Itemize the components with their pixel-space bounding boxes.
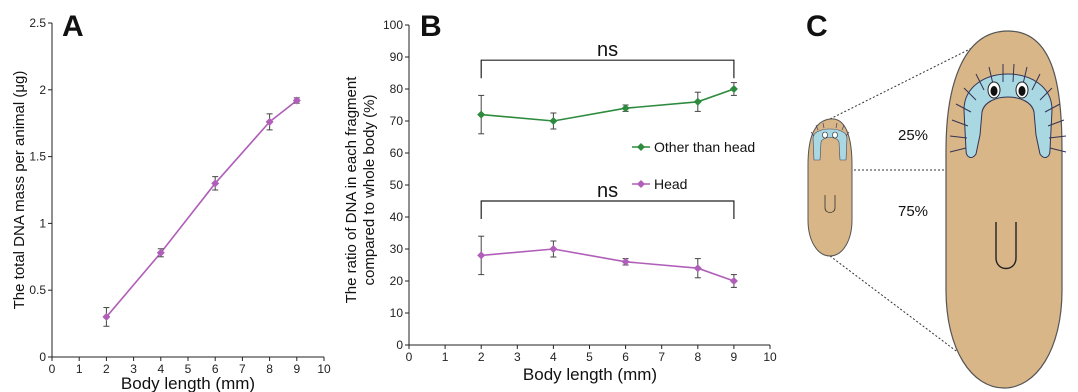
significance-label: ns xyxy=(597,180,618,202)
chart-b-x-ticks: 0 1 2 3 4 5 6 7 8 9 10 xyxy=(406,345,777,364)
y-tick-label: 90 xyxy=(390,50,404,64)
data-point xyxy=(477,110,486,119)
x-tick-label: 1 xyxy=(76,362,83,376)
x-tick-label: 2 xyxy=(478,350,485,364)
y-tick-label: 50 xyxy=(390,178,404,192)
x-tick-label: 3 xyxy=(514,350,521,364)
data-point xyxy=(549,117,558,125)
legend-label: Other than head xyxy=(654,139,755,155)
chart-a: A 0 1 2 3 4 5 6 7 8 9 10 0 0.5 1 1.5 2 2.5 Body length … xyxy=(11,10,331,392)
planarian-illustration: C 25% xyxy=(806,10,1067,389)
chart-b-y-label-line-2: compared to whole body (%) xyxy=(361,95,378,286)
x-tick-label: 6 xyxy=(212,362,219,376)
y-tick-label: 1 xyxy=(39,216,46,230)
series-line xyxy=(481,88,735,122)
legend-marker xyxy=(637,180,645,188)
x-tick-label: 7 xyxy=(239,362,246,376)
x-tick-label: 9 xyxy=(293,362,300,376)
data-point xyxy=(729,277,738,285)
data-point xyxy=(477,251,486,260)
x-tick-label: 0 xyxy=(49,362,56,376)
chart-b: B 0 1 2 3 4 5 6 7 8 9 10 0 10 20 30 40 50 60 70 80 90 100 ns… xyxy=(343,10,777,384)
y-tick-label: 30 xyxy=(390,242,404,256)
y-tick-label: 1.5 xyxy=(29,150,46,164)
x-tick-label: 4 xyxy=(157,362,164,376)
chart-b-y-ticks: 0 10 20 30 40 50 60 70 80 90 100 xyxy=(383,18,409,352)
series-line xyxy=(105,99,298,318)
data-point xyxy=(156,248,165,257)
legend-label: Head xyxy=(654,176,687,192)
chart-b-y-label-line-1: The ratio of DNA in each fragment xyxy=(343,76,360,304)
series-line xyxy=(481,248,735,282)
head-fraction-label: 25% xyxy=(898,127,928,144)
data-point xyxy=(621,104,630,113)
x-tick-label: 5 xyxy=(185,362,192,376)
x-tick-label: 10 xyxy=(317,362,331,376)
chart-b-x-label: Body length (mm) xyxy=(523,365,657,384)
chart-a-y-ticks: 0 0.5 1 1.5 2 2.5 xyxy=(29,16,52,364)
y-tick-label: 0 xyxy=(39,350,46,364)
x-tick-label: 2 xyxy=(103,362,110,376)
y-tick-label: 40 xyxy=(390,210,404,224)
y-tick-label: 60 xyxy=(390,146,404,160)
data-point xyxy=(211,179,220,188)
legend-marker xyxy=(637,143,645,151)
data-point xyxy=(549,245,558,253)
chart-a-axes xyxy=(51,23,324,358)
projection-line-top xyxy=(829,30,1007,120)
chart-a-x-label: Body length (mm) xyxy=(121,374,255,392)
data-point xyxy=(693,97,702,106)
significance-bracket xyxy=(480,200,735,219)
significance-label: ns xyxy=(597,39,618,61)
y-tick-label: 80 xyxy=(390,82,404,96)
data-point xyxy=(693,264,702,273)
panel-label-c: C xyxy=(806,10,828,43)
data-point xyxy=(292,96,301,105)
data-point xyxy=(621,257,630,266)
y-tick-label: 20 xyxy=(390,274,404,288)
chart-a-x-ticks: 0 1 2 3 4 5 6 7 8 9 10 xyxy=(49,357,331,376)
x-tick-label: 4 xyxy=(550,350,557,364)
y-tick-label: 2 xyxy=(39,83,46,97)
data-point xyxy=(265,117,274,126)
y-tick-label: 70 xyxy=(390,114,404,128)
small-planarian xyxy=(807,118,853,257)
panel-label-a: A xyxy=(62,10,84,43)
chart-a-series xyxy=(102,96,301,327)
x-tick-label: 9 xyxy=(731,350,738,364)
x-tick-label: 10 xyxy=(763,350,777,364)
x-tick-label: 6 xyxy=(622,350,629,364)
large-planarian xyxy=(945,30,1067,389)
y-tick-label: 10 xyxy=(390,306,404,320)
x-tick-label: 3 xyxy=(130,362,137,376)
chart-b-axes xyxy=(408,25,770,346)
significance-bracket xyxy=(480,59,735,79)
chart-a-y-label: The total DNA mass per animal (μg) xyxy=(11,71,28,310)
panel-label-b: B xyxy=(420,10,442,43)
y-tick-label: 0.5 xyxy=(29,283,46,297)
data-point xyxy=(729,85,738,93)
x-tick-label: 0 xyxy=(406,350,413,364)
x-tick-label: 7 xyxy=(658,350,665,364)
chart-b-series xyxy=(477,82,738,288)
x-tick-label: 8 xyxy=(266,362,273,376)
x-tick-label: 5 xyxy=(586,350,593,364)
data-point xyxy=(102,312,111,321)
y-tick-label: 0 xyxy=(396,338,403,352)
chart-b-annotations: ns ns xyxy=(480,39,735,219)
y-tick-label: 100 xyxy=(383,18,403,32)
x-tick-label: 1 xyxy=(442,350,449,364)
body-fraction-label: 75% xyxy=(898,203,928,220)
chart-b-legend: Other than head Head xyxy=(632,139,755,192)
y-tick-label: 2.5 xyxy=(29,16,46,30)
x-tick-label: 8 xyxy=(694,350,701,364)
